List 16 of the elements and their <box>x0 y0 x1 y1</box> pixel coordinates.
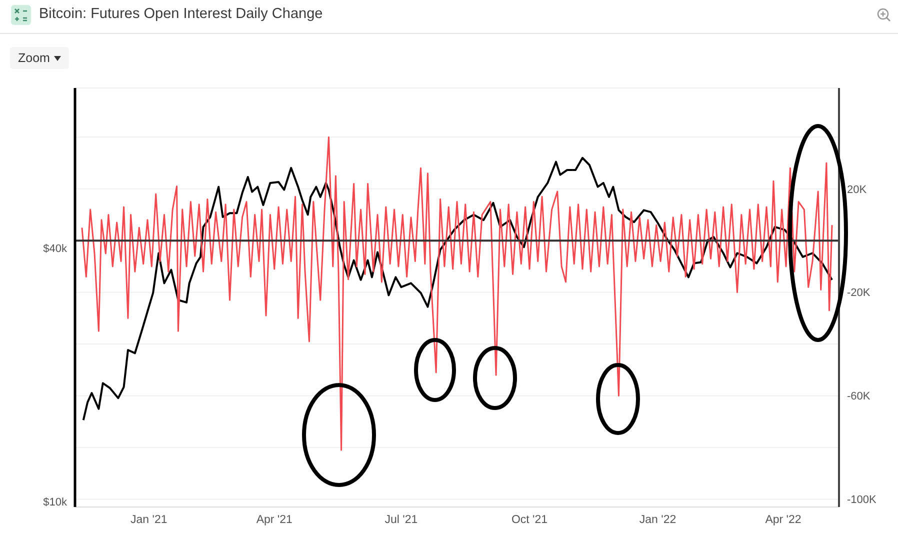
y2-tick-label: 20K <box>847 184 868 196</box>
chart-title: Bitcoin: Futures Open Interest Daily Change <box>39 6 323 22</box>
x-tick-label: Jan '21 <box>130 514 168 526</box>
x-tick-label: Apr '22 <box>765 514 802 526</box>
x-tick-label: Jul '21 <box>384 514 418 526</box>
x-tick-label: Apr '21 <box>256 514 292 526</box>
y2-tick-label: -20K <box>847 287 871 300</box>
y2-tick-label: -100K <box>847 494 878 506</box>
text: Zoom <box>18 51 50 65</box>
line-series <box>82 156 834 422</box>
x-tick-label: Jan '22 <box>639 514 676 526</box>
y-tick-label: $40k <box>43 242 68 255</box>
y-tick-label: $10k <box>43 496 68 508</box>
y2-tick-label: -60K <box>847 390 871 403</box>
line-series <box>81 136 833 451</box>
x-tick-label: Oct '21 <box>511 514 548 526</box>
